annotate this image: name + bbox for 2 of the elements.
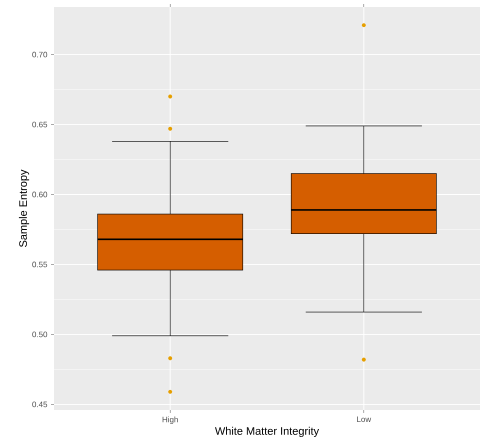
x-axis-title: White Matter Integrity	[214, 426, 320, 437]
y-axis-title: Sample Entropy	[18, 170, 30, 247]
